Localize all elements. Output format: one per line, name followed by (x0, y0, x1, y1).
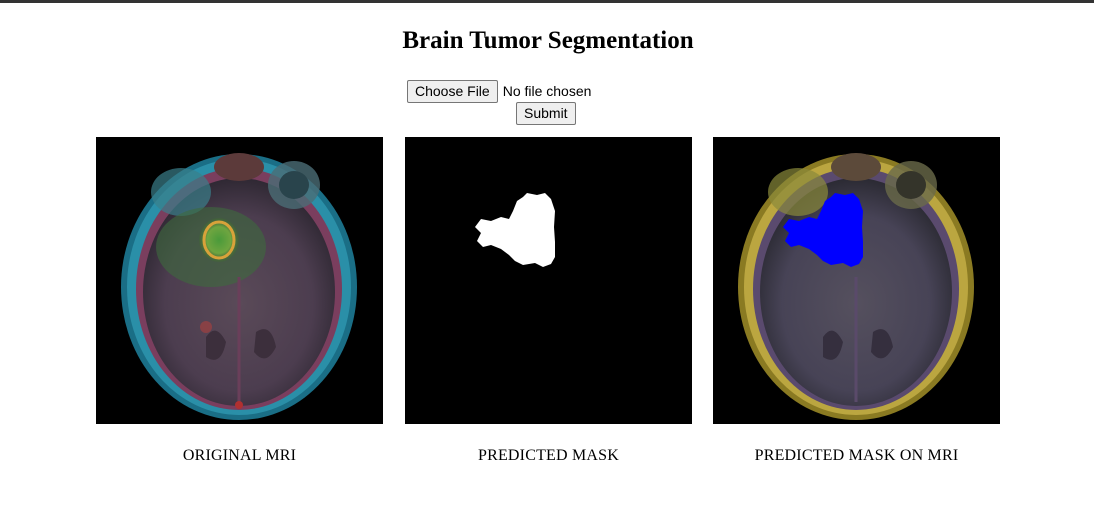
top-border (0, 0, 1094, 3)
original-mri-image (96, 137, 383, 424)
submit-button[interactable]: Submit (516, 102, 576, 125)
predicted-mask-caption: PREDICTED MASK (477, 447, 620, 464)
overlay-region (783, 193, 863, 267)
predicted-mask-on-mri-caption: PREDICTED MASK ON MRI (754, 447, 959, 464)
predicted-mask-image (405, 137, 692, 424)
file-input[interactable]: Choose File No file chosen (407, 79, 591, 103)
predicted-mask-on-mri-image (713, 137, 1000, 424)
mask-region (475, 193, 555, 267)
page-title: Brain Tumor Segmentation (402, 27, 694, 54)
original-mri-caption: ORIGINAL MRI (182, 447, 297, 464)
file-status-text: No file chosen (502, 83, 592, 99)
choose-file-button[interactable]: Choose File (407, 79, 498, 103)
